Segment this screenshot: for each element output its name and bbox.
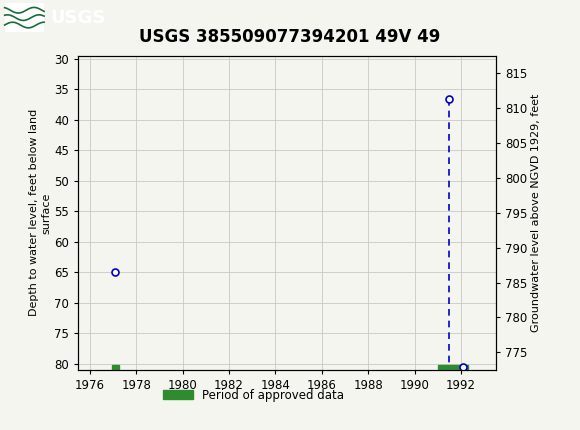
Bar xyxy=(112,366,119,369)
Y-axis label: Groundwater level above NGVD 1929, feet: Groundwater level above NGVD 1929, feet xyxy=(531,94,542,332)
Bar xyxy=(5,3,44,32)
Legend: Period of approved data: Period of approved data xyxy=(158,384,349,406)
Text: USGS 385509077394201 49V 49: USGS 385509077394201 49V 49 xyxy=(139,28,441,46)
Bar xyxy=(438,366,468,369)
Y-axis label: Depth to water level, feet below land
surface: Depth to water level, feet below land su… xyxy=(29,109,52,316)
Text: USGS: USGS xyxy=(50,9,105,27)
